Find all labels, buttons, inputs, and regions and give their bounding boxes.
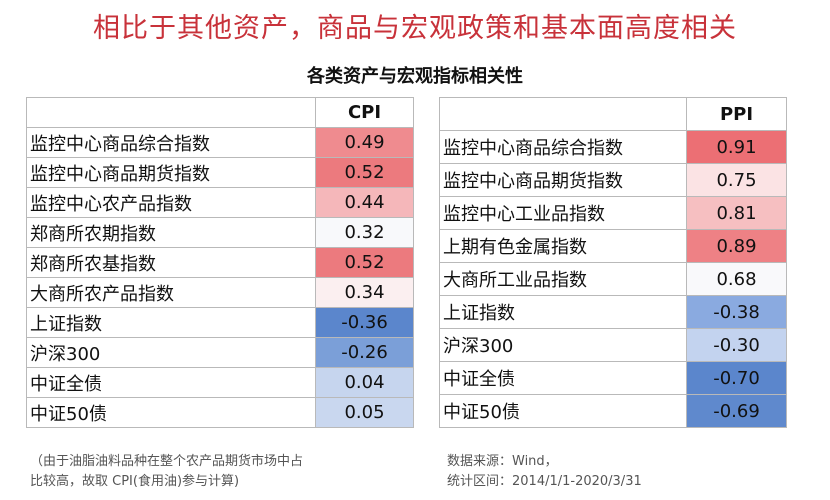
cpi-correlation-table: CPI 监控中心商品综合指数 0.49 监控中心商品期货指数 0.52 监控中心农产品指… xyxy=(26,97,414,428)
asset-name-cell: 监控中心商品期货指数 xyxy=(26,157,316,188)
asset-name-cell: 沪深300 xyxy=(439,328,687,362)
table-row: 沪深300 -0.26 xyxy=(26,337,414,368)
header-blank-cell xyxy=(26,97,316,128)
asset-name-cell: 监控中心工业品指数 xyxy=(439,196,687,230)
correlation-value-cell: -0.36 xyxy=(315,307,414,338)
table-row: 上证指数 -0.38 xyxy=(439,295,787,329)
correlation-value-cell: 0.91 xyxy=(686,130,787,164)
table-header-row: PPI xyxy=(439,97,787,131)
correlation-value-cell: -0.30 xyxy=(686,328,787,362)
footnote-left-line-1: （由于油脂油料品种在整个农产品期货市场中占 xyxy=(30,454,304,469)
table-row: 监控中心商品期货指数 0.52 xyxy=(26,157,414,188)
table-row: 郑商所农期指数 0.32 xyxy=(26,217,414,248)
correlation-value-cell: -0.38 xyxy=(686,295,787,329)
correlation-value-cell: 0.34 xyxy=(315,277,414,308)
correlation-value-cell: 0.81 xyxy=(686,196,787,230)
table-row: 大商所农产品指数 0.34 xyxy=(26,277,414,308)
asset-name-cell: 中证全债 xyxy=(439,361,687,395)
correlation-value-cell: 0.52 xyxy=(315,247,414,278)
correlation-value-cell: -0.26 xyxy=(315,337,414,368)
asset-name-cell: 郑商所农期指数 xyxy=(26,217,316,248)
asset-name-cell: 监控中心商品综合指数 xyxy=(26,127,316,158)
correlation-value-cell: 0.32 xyxy=(315,217,414,248)
table-row: 监控中心商品期货指数 0.75 xyxy=(439,163,787,197)
cpi-column-header: CPI xyxy=(315,97,414,128)
table-row: 大商所工业品指数 0.68 xyxy=(439,262,787,296)
table-row: 上期有色金属指数 0.89 xyxy=(439,229,787,263)
period-line: 统计区间：2014/1/1-2020/3/31 xyxy=(447,474,642,489)
table-row: 中证全债 0.04 xyxy=(26,367,414,398)
correlation-value-cell: 0.52 xyxy=(315,157,414,188)
asset-name-cell: 监控中心商品综合指数 xyxy=(439,130,687,164)
page-title: 相比于其他资产，商品与宏观政策和基本面高度相关 xyxy=(93,13,737,44)
asset-name-cell: 郑商所农基指数 xyxy=(26,247,316,278)
correlation-value-cell: 0.44 xyxy=(315,187,414,218)
asset-name-cell: 大商所工业品指数 xyxy=(439,262,687,296)
table-row: 郑商所农基指数 0.52 xyxy=(26,247,414,278)
table-row: 监控中心商品综合指数 0.49 xyxy=(26,127,414,158)
correlation-value-cell: 0.89 xyxy=(686,229,787,263)
asset-name-cell: 沪深300 xyxy=(26,337,316,368)
table-row: 中证50债 -0.69 xyxy=(439,394,787,428)
table-row: 中证50债 0.05 xyxy=(26,397,414,428)
table-row: 监控中心工业品指数 0.81 xyxy=(439,196,787,230)
correlation-value-cell: 0.75 xyxy=(686,163,787,197)
footnote-left: （由于油脂油料品种在整个农产品期货市场中占 比较高，故取 CPI(食用油)参与计… xyxy=(30,452,430,492)
footnote-left-line-2: 比较高，故取 CPI(食用油)参与计算) xyxy=(30,474,240,489)
asset-name-cell: 上期有色金属指数 xyxy=(439,229,687,263)
table-row: 沪深300 -0.30 xyxy=(439,328,787,362)
correlation-value-cell: 0.04 xyxy=(315,367,414,398)
table-subtitle: 各类资产与宏观指标相关性 xyxy=(307,66,523,87)
asset-name-cell: 监控中心农产品指数 xyxy=(26,187,316,218)
asset-name-cell: 中证50债 xyxy=(439,394,687,428)
ppi-correlation-table: PPI 监控中心商品综合指数 0.91 监控中心商品期货指数 0.75 监控中心工业品指… xyxy=(439,97,787,428)
table-row: 监控中心农产品指数 0.44 xyxy=(26,187,414,218)
correlation-value-cell: -0.70 xyxy=(686,361,787,395)
asset-name-cell: 中证全债 xyxy=(26,367,316,398)
correlation-value-cell: 0.68 xyxy=(686,262,787,296)
correlation-value-cell: 0.05 xyxy=(315,397,414,428)
asset-name-cell: 上证指数 xyxy=(439,295,687,329)
correlation-value-cell: -0.69 xyxy=(686,394,787,428)
asset-name-cell: 大商所农产品指数 xyxy=(26,277,316,308)
source-note: 数据来源：Wind， 统计区间：2014/1/1-2020/3/31 xyxy=(447,452,817,492)
ppi-column-header: PPI xyxy=(686,97,787,131)
correlation-value-cell: 0.49 xyxy=(315,127,414,158)
table-row: 中证全债 -0.70 xyxy=(439,361,787,395)
asset-name-cell: 中证50债 xyxy=(26,397,316,428)
table-row: 监控中心商品综合指数 0.91 xyxy=(439,130,787,164)
asset-name-cell: 上证指数 xyxy=(26,307,316,338)
header-blank-cell xyxy=(439,97,687,131)
source-line: 数据来源：Wind， xyxy=(447,454,558,469)
table-header-row: CPI xyxy=(26,97,414,128)
asset-name-cell: 监控中心商品期货指数 xyxy=(439,163,687,197)
table-row: 上证指数 -0.36 xyxy=(26,307,414,338)
